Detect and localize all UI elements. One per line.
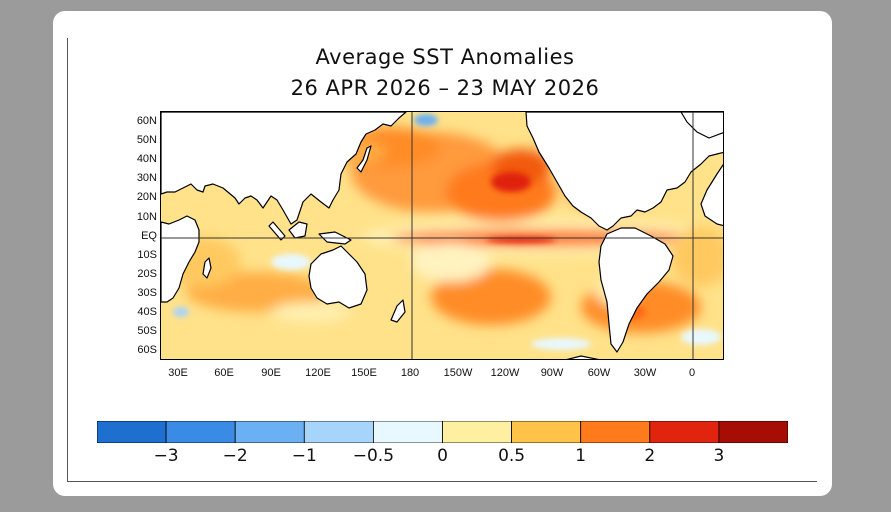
colorbar-swatch xyxy=(165,421,236,443)
lon-label: 180 xyxy=(400,367,420,379)
lat-label: 50S xyxy=(137,325,157,338)
lat-label: 10N xyxy=(136,210,157,223)
lat-label: 50N xyxy=(136,134,157,147)
lat-label: 30S xyxy=(137,286,157,299)
lat-label: 60N xyxy=(136,115,157,127)
colorbar-tick-label: 3 xyxy=(713,446,725,466)
lon-label: 60E xyxy=(214,367,234,379)
lon-label: 0 xyxy=(688,367,696,379)
colorbar xyxy=(97,421,788,443)
lon-label: 120E xyxy=(305,367,331,379)
colorbar-swatch xyxy=(303,421,374,443)
lat-label: 20S xyxy=(137,267,157,280)
colorbar-swatch xyxy=(372,421,443,443)
lon-label: 150E xyxy=(351,367,377,379)
colorbar-swatch xyxy=(580,421,651,443)
lat-label: 60S xyxy=(137,344,157,357)
colorbar-swatch xyxy=(234,421,305,443)
colorbar-swatch xyxy=(442,421,512,443)
lon-label: 60W xyxy=(587,367,611,379)
lat-label: 30N xyxy=(136,172,157,185)
frame-left-border xyxy=(67,38,68,482)
lat-label: 40S xyxy=(137,306,157,318)
lon-label: 30E xyxy=(168,367,188,379)
lon-label: 120W xyxy=(490,367,520,379)
colorbar-swatch xyxy=(649,421,720,443)
lat-label: 10S xyxy=(137,248,157,261)
colorbar-tick-label: −0.5 xyxy=(352,446,395,466)
colorbar-tick-label: 0 xyxy=(437,446,448,466)
map-title: Average SST Anomalies xyxy=(315,45,575,69)
lat-label: 20N xyxy=(136,191,157,204)
colorbar-swatch xyxy=(511,421,582,443)
colorbar-swatch xyxy=(718,421,788,443)
lat-label: EQ xyxy=(141,229,157,242)
colorbar-swatch xyxy=(97,421,167,443)
colorbar-tick-label: −2 xyxy=(222,446,248,466)
lat-label: 40N xyxy=(136,153,157,166)
frame-bottom-border xyxy=(67,481,817,482)
colorbar-tick-label: −1 xyxy=(291,446,317,466)
lon-label: 90E xyxy=(261,367,281,379)
colorbar-tick-label: 0.5 xyxy=(498,446,526,466)
colorbar-tick-label: 1 xyxy=(575,446,587,466)
cool-anomalies xyxy=(173,114,721,350)
lon-label: 30W xyxy=(633,367,657,379)
sst-anomaly-map xyxy=(160,111,724,360)
lon-label: 90W xyxy=(540,367,564,379)
colorbar-tick-label: 2 xyxy=(644,446,656,466)
lon-label: 150W xyxy=(443,367,473,379)
colorbar-tick-label: −3 xyxy=(153,446,179,466)
map-date-range: 26 APR 2026 – 23 MAY 2026 xyxy=(290,76,600,100)
